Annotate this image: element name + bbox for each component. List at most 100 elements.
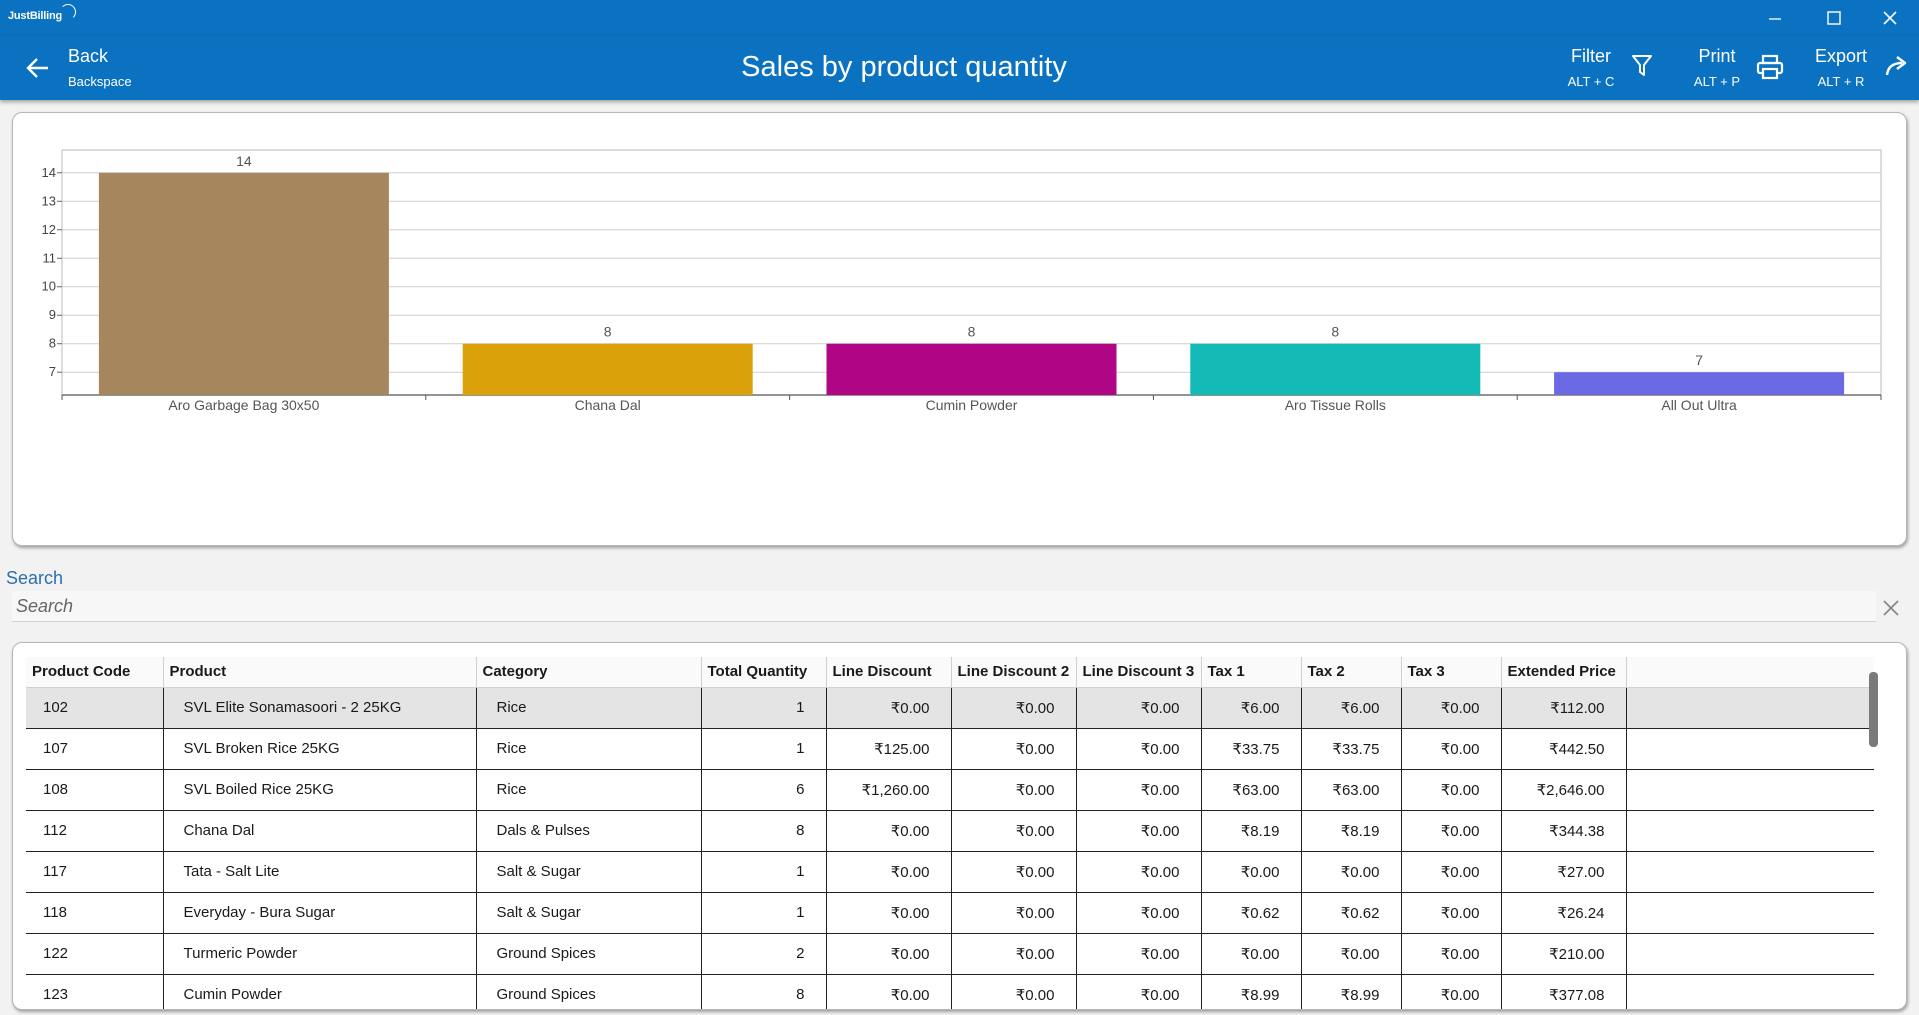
table-row[interactable]: 123 Cumin Powder Ground Spices 8 ₹0.00 ₹0.00 ₹… xyxy=(26,974,1874,1009)
table-header-row: Product Code Product Category Total Quantit… xyxy=(26,657,1874,688)
table-cell: ₹0.00 xyxy=(1076,974,1202,1009)
minimize-button[interactable] xyxy=(1747,0,1803,36)
column-header-filler xyxy=(1626,657,1874,688)
sales-data-grid: Product Code Product Category Total Quantit… xyxy=(26,657,1884,1009)
table-cell: ₹442.50 xyxy=(1501,728,1627,770)
table-cell: ₹0.00 xyxy=(951,933,1077,975)
table-cell: Salt & Sugar xyxy=(476,892,702,934)
search-input[interactable] xyxy=(12,591,1876,621)
table-cell: ₹0.00 xyxy=(1401,851,1502,893)
page-header: Back Backspace Sales by product quantity… xyxy=(0,36,1919,100)
category-label: Cumin Powder xyxy=(926,397,1018,413)
table-cell: ₹0.00 xyxy=(951,769,1077,811)
table-cell-filler xyxy=(1626,769,1874,811)
clear-search-icon[interactable] xyxy=(1881,598,1901,618)
maximize-icon xyxy=(1827,11,1841,25)
bar-value-label: 14 xyxy=(236,153,252,169)
filter-icon xyxy=(1632,55,1652,76)
table-cell: 107 xyxy=(26,728,164,770)
table-cell: ₹0.00 xyxy=(826,974,952,1009)
table-cell: ₹33.75 xyxy=(1301,728,1402,770)
y-tick-label: 12 xyxy=(42,222,56,237)
column-header[interactable]: Line Discount 3 xyxy=(1076,657,1202,688)
column-header[interactable]: Tax 1 xyxy=(1201,657,1302,688)
table-cell: ₹63.00 xyxy=(1301,769,1402,811)
table-cell: ₹0.00 xyxy=(1076,851,1202,893)
search-label: Search xyxy=(6,568,64,588)
table-cell: ₹344.38 xyxy=(1501,810,1627,852)
maximize-button[interactable] xyxy=(1806,0,1862,36)
category-label: All Out Ultra xyxy=(1661,397,1737,413)
printer-icon xyxy=(1756,54,1784,80)
table-cell: ₹0.00 xyxy=(1401,728,1502,770)
table-cell-filler xyxy=(1626,728,1874,770)
table-cell: ₹0.00 xyxy=(951,892,1077,934)
window-title-bar: JustBilling xyxy=(0,0,1919,36)
column-header[interactable]: Line Discount xyxy=(826,657,952,688)
table-row[interactable]: 107 SVL Broken Rice 25KG Rice 1 ₹125.00 ₹0.00… xyxy=(26,728,1874,770)
table-cell: ₹63.00 xyxy=(1201,769,1302,811)
y-tick-label: 13 xyxy=(42,193,56,208)
y-tick-label: 11 xyxy=(43,250,57,265)
column-header[interactable]: Product Code xyxy=(26,657,164,688)
table-cell: ₹0.00 xyxy=(951,810,1077,852)
table-cell: ₹0.00 xyxy=(951,687,1077,729)
table-cell: ₹0.00 xyxy=(1301,851,1402,893)
table-cell: ₹0.00 xyxy=(951,728,1077,770)
table-row[interactable]: 108 SVL Boiled Rice 25KG Rice 6 ₹1,260.00 ₹0.… xyxy=(26,769,1874,811)
print-button[interactable]: Print ALT + P xyxy=(1682,40,1822,96)
filter-shortcut-hint: ALT + C xyxy=(1567,74,1615,89)
table-cell: ₹1,260.00 xyxy=(826,769,952,811)
table-cell: ₹0.00 xyxy=(826,810,952,852)
column-header[interactable]: Line Discount 2 xyxy=(951,657,1077,688)
table-row[interactable]: 112 Chana Dal Dals & Pulses 8 ₹0.00 ₹0.00 ₹0.0… xyxy=(26,810,1874,852)
app-logo-text: JustBilling xyxy=(8,10,63,22)
table-row[interactable]: 117 Tata - Salt Lite Salt & Sugar 1 ₹0.00 ₹0.… xyxy=(26,851,1874,893)
back-button[interactable]: Back Backspace xyxy=(20,40,140,96)
close-window-button[interactable] xyxy=(1862,0,1918,36)
table-cell: ₹0.00 xyxy=(1201,851,1302,893)
table-cell: 6 xyxy=(701,769,827,811)
bar xyxy=(462,343,753,395)
table-row[interactable]: 122 Turmeric Powder Ground Spices 2 ₹0.00 ₹0.… xyxy=(26,933,1874,975)
y-tick-label: 9 xyxy=(49,307,56,322)
logo-arc-icon xyxy=(60,4,76,20)
table-cell: ₹33.75 xyxy=(1201,728,1302,770)
export-button[interactable]: Export ALT + R xyxy=(1806,40,1916,96)
scrollbar-thumb[interactable] xyxy=(1869,672,1878,747)
table-cell: ₹0.00 xyxy=(1401,974,1502,1009)
table-row[interactable]: 102 SVL Elite Sonamasoori - 2 25KG Rice 1 ₹0… xyxy=(26,687,1874,729)
bar xyxy=(1190,343,1481,395)
table-cell-filler xyxy=(1626,974,1874,1009)
table-cell: Dals & Pulses xyxy=(476,810,702,852)
filter-button[interactable]: Filter ALT + C xyxy=(1556,40,1696,96)
table-cell: 2 xyxy=(701,933,827,975)
y-tick-label: 14 xyxy=(42,165,56,180)
sales-bar-chart: 7 8 9 10 11 12 13 14 14 Aro Garbage Bag 30x50 8 Cha… xyxy=(42,149,1882,413)
table-cell: ₹6.00 xyxy=(1301,687,1402,729)
y-tick-label: 10 xyxy=(42,279,56,294)
table-row[interactable]: 118 Everyday - Bura Sugar Salt & Sugar 1 ₹0.… xyxy=(26,892,1874,934)
search-box xyxy=(12,591,1876,622)
sales-table: Product Code Product Category Total Quantit… xyxy=(26,657,1874,1009)
table-cell: ₹8.19 xyxy=(1201,810,1302,852)
table-cell: ₹0.00 xyxy=(826,892,952,934)
column-header[interactable]: Product xyxy=(163,657,477,688)
column-header[interactable]: Tax 2 xyxy=(1301,657,1402,688)
column-header[interactable]: Extended Price xyxy=(1501,657,1627,688)
table-cell-filler xyxy=(1626,851,1874,893)
table-cell: ₹0.00 xyxy=(1401,769,1502,811)
export-label: Export xyxy=(1814,46,1868,66)
column-header[interactable]: Total Quantity xyxy=(701,657,827,688)
column-header[interactable]: Category xyxy=(476,657,702,688)
table-cell: SVL Broken Rice 25KG xyxy=(163,728,477,770)
bar xyxy=(826,343,1117,395)
table-cell: Ground Spices xyxy=(476,933,702,975)
column-header[interactable]: Tax 3 xyxy=(1401,657,1502,688)
table-cell: Cumin Powder xyxy=(163,974,477,1009)
table-cell-filler xyxy=(1626,933,1874,975)
print-shortcut-hint: ALT + P xyxy=(1693,74,1741,89)
table-cell: ₹0.00 xyxy=(951,851,1077,893)
table-cell: ₹26.24 xyxy=(1501,892,1627,934)
table-cell: ₹0.00 xyxy=(1076,687,1202,729)
